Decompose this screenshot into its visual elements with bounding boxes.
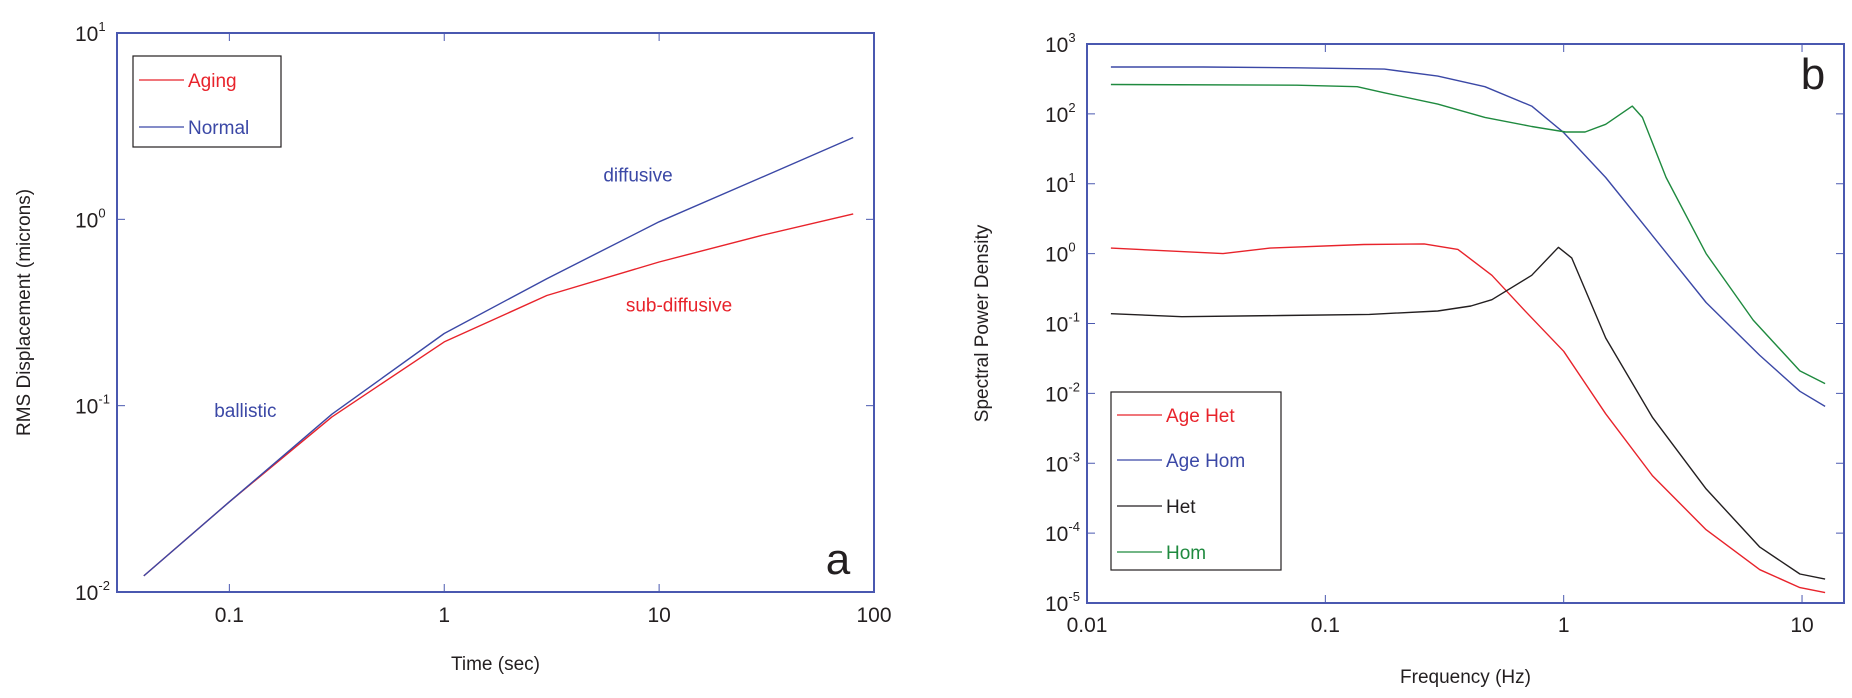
y-tick-base: 10 [75,582,98,605]
series-line-normal [143,136,854,577]
y-tick-label: 10-2 [1045,379,1080,406]
y-tick-exponent: 1 [98,19,105,34]
y-tick-exponent: -2 [98,578,110,593]
series-line-age-het [1110,243,1826,594]
y-tick-base: 10 [1045,383,1068,406]
series-line-aging [143,213,854,577]
annotation-diffusive: diffusive [603,165,672,186]
y-tick-base: 10 [1045,174,1068,197]
y-tick-exponent: 2 [1068,100,1075,115]
y-tick-label: 101 [75,19,106,46]
y-tick-label: 10-5 [1045,589,1080,616]
y-tick-base: 10 [1045,453,1068,476]
x-tick-label: 0.1 [215,604,244,627]
panel-label: b [1801,50,1825,99]
y-tick-base: 10 [1045,523,1068,546]
legend-entry: Aging [188,71,237,92]
annotation-ballistic: ballistic [214,401,276,422]
y-tick-exponent: -5 [1068,589,1080,604]
legend-entry: Normal [188,118,249,139]
y-tick-base: 10 [1045,104,1068,127]
x-axis-label: Frequency (Hz) [1400,667,1531,688]
y-tick-exponent: -2 [1068,379,1080,394]
y-tick-base: 10 [1045,593,1068,616]
legend: Aging Normal [132,55,282,148]
y-tick-base: 10 [75,23,98,46]
x-axis-label: Time (sec) [451,654,540,675]
x-tick-label: 1 [438,604,450,627]
x-tick-label: 10 [1790,614,1813,637]
legend-entry: Age Hom [1166,451,1245,472]
y-tick-label: 10-2 [75,578,110,605]
y-tick-label: 10-4 [1045,519,1080,546]
y-tick-exponent: -1 [98,392,110,407]
x-tick-label: 1 [1558,614,1570,637]
legend-box [1110,391,1282,571]
y-axis-label: RMS Displacement (microns) [14,189,35,436]
y-tick-base: 10 [75,396,98,419]
y-tick-label: 10-1 [75,392,110,419]
x-tick-label: 0.1 [1311,614,1340,637]
y-tick-exponent: 3 [1068,30,1075,45]
y-tick-base: 10 [1045,244,1068,267]
legend-box [132,55,282,148]
legend-entry: Age Het [1166,406,1235,427]
y-tick-exponent: 1 [1068,170,1075,185]
y-tick-label: 10-1 [1045,310,1080,337]
y-tick-label: 103 [1045,30,1076,57]
y-tick-label: 100 [1045,240,1076,267]
y-tick-exponent: 0 [1068,240,1075,255]
legend-entry: Hom [1166,543,1206,564]
series-line-age-hom [1110,66,1826,408]
series-line-hom [1110,83,1826,385]
y-tick-base: 10 [1045,34,1068,57]
y-tick-label: 100 [75,205,106,232]
panel-label: a [826,535,851,584]
y-tick-exponent: 0 [98,205,105,220]
plot-frame [116,32,875,593]
legend-entry: Het [1166,497,1196,518]
y-tick-label: 10-3 [1045,449,1080,476]
y-tick-exponent: -4 [1068,519,1080,534]
y-tick-base: 10 [1045,314,1068,337]
y-tick-exponent: -1 [1068,310,1080,325]
legend: Age Het Age Hom Het Hom [1110,391,1282,571]
y-tick-base: 10 [75,209,98,232]
series-line-het [1110,246,1826,580]
x-tick-label: 10 [647,604,670,627]
x-tick-label: 0.01 [1067,614,1108,637]
y-tick-label: 102 [1045,100,1076,127]
chart-panel-b: 0.01 0.1 1 1010310210110010-110-210-310-410… [972,30,1845,688]
x-tick-label: 100 [856,604,891,627]
y-axis-label: Spectral Power Density [972,224,993,422]
y-tick-exponent: -3 [1068,449,1080,464]
annotation-sub-diffusive: sub-diffusive [626,296,732,317]
y-tick-label: 101 [1045,170,1076,197]
